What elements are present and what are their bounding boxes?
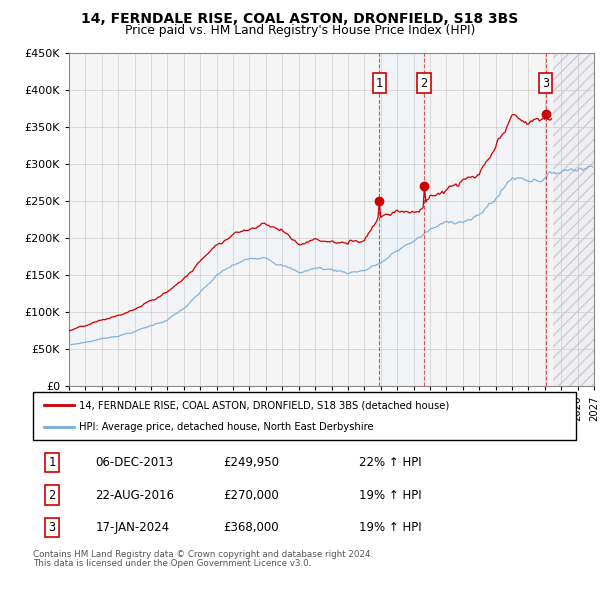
Text: 2: 2 <box>421 77 428 90</box>
Text: 14, FERNDALE RISE, COAL ASTON, DRONFIELD, S18 3BS (detached house): 14, FERNDALE RISE, COAL ASTON, DRONFIELD… <box>79 400 449 410</box>
Text: 2: 2 <box>49 489 56 502</box>
Text: 1: 1 <box>376 77 383 90</box>
Text: HPI: Average price, detached house, North East Derbyshire: HPI: Average price, detached house, Nort… <box>79 422 374 432</box>
Bar <box>379 53 424 386</box>
Text: Contains HM Land Registry data © Crown copyright and database right 2024.: Contains HM Land Registry data © Crown c… <box>33 550 373 559</box>
Text: 19% ↑ HPI: 19% ↑ HPI <box>359 489 421 502</box>
Bar <box>553 53 594 386</box>
Text: £368,000: £368,000 <box>223 521 278 534</box>
Text: £270,000: £270,000 <box>223 489 279 502</box>
Text: 17-JAN-2024: 17-JAN-2024 <box>95 521 170 534</box>
Text: 19% ↑ HPI: 19% ↑ HPI <box>359 521 421 534</box>
Text: This data is licensed under the Open Government Licence v3.0.: This data is licensed under the Open Gov… <box>33 559 311 568</box>
Text: 22-AUG-2016: 22-AUG-2016 <box>95 489 175 502</box>
Text: 22% ↑ HPI: 22% ↑ HPI <box>359 456 421 469</box>
Text: 14, FERNDALE RISE, COAL ASTON, DRONFIELD, S18 3BS: 14, FERNDALE RISE, COAL ASTON, DRONFIELD… <box>82 12 518 26</box>
Text: 3: 3 <box>49 521 56 534</box>
Text: 06-DEC-2013: 06-DEC-2013 <box>95 456 173 469</box>
Text: Price paid vs. HM Land Registry's House Price Index (HPI): Price paid vs. HM Land Registry's House … <box>125 24 475 37</box>
Bar <box>553 53 594 386</box>
Text: £249,950: £249,950 <box>223 456 279 469</box>
Text: 1: 1 <box>49 456 56 469</box>
Text: 3: 3 <box>542 77 549 90</box>
